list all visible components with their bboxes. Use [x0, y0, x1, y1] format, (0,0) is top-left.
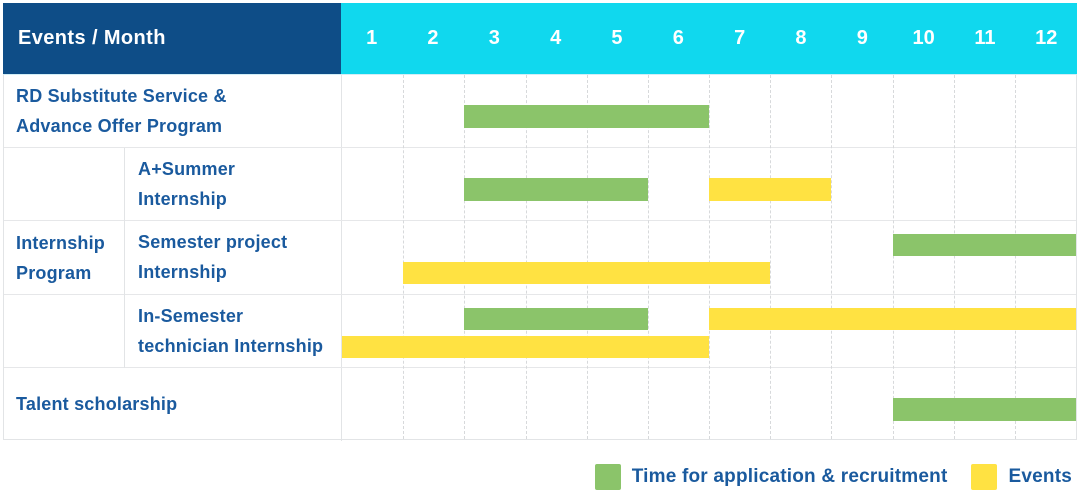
gantt-bar-application-semester-project-internship-m10-m12: [892, 234, 1076, 257]
green-swatch-icon: [594, 464, 621, 490]
gantt-bar-event-in-semester-technician-internship-m1-m6: [342, 335, 709, 358]
gantt-bar-event-in-semester-technician-internship-m7-m12: [709, 307, 1076, 330]
month-header-cell-11: 11: [974, 27, 996, 49]
month-header-cell-1: 1: [366, 27, 378, 49]
month-header-cell-10: 10: [912, 27, 935, 49]
legend-item-application: Time for application & recruitment: [594, 464, 948, 490]
row-label-semester-project-internship: Semester project Internship: [125, 221, 342, 294]
gantt-bar-application-rd-substitute-service-m3-m6: [464, 105, 709, 128]
month-gridline: [403, 75, 405, 439]
schedule-table: Events / Month 1 2 3 4 5 6 7 8 9 10 11 12 RD Substi…: [3, 3, 1077, 441]
events-month-header-cell: Events / Month: [3, 3, 341, 74]
month-gridline: [525, 75, 527, 439]
row-label-line: A+Summer: [138, 159, 236, 180]
events-month-label: Events / Month: [18, 27, 166, 49]
gantt-bar-event-semester-project-internship-m2-m7: [403, 262, 771, 285]
month-gridline: [770, 75, 772, 439]
month-header-cell-4: 4: [550, 27, 562, 49]
month-gridline: [464, 75, 466, 439]
row-label-line: Semester project: [138, 232, 288, 253]
table-body: RD Substitute Service & Advance Offer Pro…: [3, 74, 1077, 441]
month-gridline: [709, 75, 710, 439]
group-label-internship-program: Internship Program: [4, 148, 125, 368]
row-label-line: Advance Offer Program: [16, 116, 223, 137]
month-header-cell-9: 9: [856, 27, 868, 49]
table-header-row: Events / Month 1 2 3 4 5 6 7 8 9 10 11 12: [3, 3, 1077, 74]
month-header-cell-5: 5: [611, 27, 623, 49]
gantt-bar-application-a-plus-summer-internship-m3-m5: [464, 178, 648, 202]
group-label-line: Program: [16, 262, 92, 283]
table-row-rd-substitute-service: RD Substitute Service & Advance Offer Pro…: [4, 75, 1076, 149]
row-label-in-semester-technician-internship: In-Semester technician Internship: [125, 294, 342, 367]
month-header-cell-6: 6: [672, 27, 684, 49]
row-label-line: RD Substitute Service &: [16, 86, 227, 107]
month-header-cell-12: 12: [1035, 27, 1058, 49]
table-row-talent-scholarship: Talent scholarship: [4, 367, 1076, 441]
month-gridline: [586, 75, 588, 439]
table-row-in-semester-technician-internship: In-Semester technician Internship: [4, 294, 1076, 368]
row-label-line: technician Internship: [138, 335, 324, 356]
month-header-cell-2: 2: [427, 27, 439, 49]
legend-item-events: Events: [971, 464, 1072, 490]
gantt-bar-application-talent-scholarship-m10-m12: [892, 397, 1076, 421]
table-row-a-plus-summer-internship: A+Summer Internship: [4, 148, 1076, 222]
legend-label-application: Time for application & recruitment: [631, 466, 948, 487]
row-label-line: In-Semester: [138, 305, 244, 326]
gantt-bar-application-in-semester-technician-internship-m3-m5: [464, 307, 648, 330]
group-label-line: Internship: [16, 232, 106, 253]
row-label-line: Internship: [138, 189, 228, 210]
month-gridline: [892, 75, 894, 439]
month-header-row: 1 2 3 4 5 6 7 8 9 10 11 12: [341, 3, 1077, 74]
month-gridline: [953, 75, 955, 439]
table-row-semester-project-internship: Semester project Internship: [4, 221, 1076, 295]
month-gridline: [831, 75, 833, 439]
month-header-cell-8: 8: [795, 27, 807, 49]
row-label-line: Internship: [138, 262, 228, 283]
row-label-rd-substitute-service: RD Substitute Service & Advance Offer Pro…: [4, 75, 342, 148]
month-header-cell-3: 3: [488, 27, 500, 49]
row-label-a-plus-summer-internship: A+Summer Internship: [125, 148, 342, 221]
row-label-talent-scholarship: Talent scholarship: [4, 367, 342, 441]
row-label-line: Talent scholarship: [16, 394, 178, 415]
month-gridline: [647, 75, 649, 439]
gantt-bar-event-a-plus-summer-internship-m7-m8: [709, 178, 832, 202]
yellow-swatch-icon: [971, 464, 998, 490]
month-header-cell-7: 7: [734, 27, 746, 49]
month-gridline: [1014, 75, 1016, 439]
legend: Time for application & recruitment Event…: [594, 461, 1072, 493]
legend-label-events: Events: [1008, 466, 1072, 487]
